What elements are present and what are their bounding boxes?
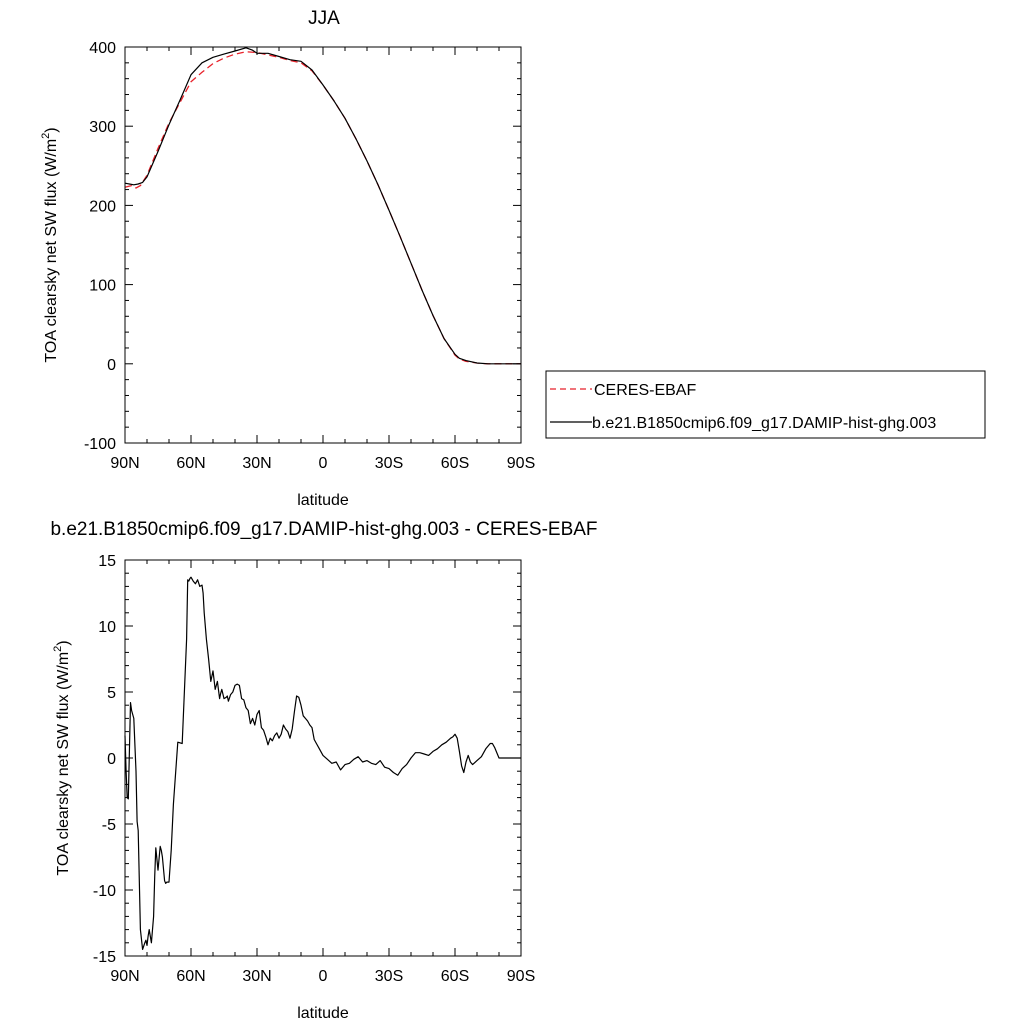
y-tick-label: 200	[89, 198, 116, 215]
bottom-panel-ylabel: TOA clearsky net SW flux (W/m2)	[52, 640, 72, 875]
legend-box	[545, 370, 986, 439]
x-tick-label: 30N	[242, 455, 271, 472]
y-tick-label: 400	[89, 40, 116, 57]
x-tick-label: 90N	[110, 455, 139, 472]
legend-label-ceres: CERES-EBAF	[594, 382, 696, 399]
top-panel-plot-lines	[124, 47, 521, 365]
bottom-panel-frame	[124, 559, 522, 957]
y-tick-label: -10	[93, 883, 116, 900]
top-panel-frame	[124, 46, 522, 444]
top-panel-series-line-0	[124, 51, 521, 365]
x-tick-label: 90S	[507, 968, 535, 985]
x-tick-label: 30N	[242, 968, 271, 985]
top-panel: JJA 90N 60N 30N 0 30S 60S 90S -100 0 100 200 300 400…	[40, 8, 535, 509]
top-panel-title: JJA	[308, 8, 340, 29]
x-tick-label: 0	[319, 968, 328, 985]
y-tick-label: 5	[107, 685, 116, 702]
x-tick-label: 30S	[375, 968, 403, 985]
legend: CERES-EBAF b.e21.B1850cmip6.f09_g17.DAMI…	[545, 370, 986, 439]
top-panel-series-line-1	[124, 47, 521, 365]
x-tick-label: 60S	[441, 455, 469, 472]
y-tick-label: 100	[89, 278, 116, 295]
x-tick-label: 90S	[507, 455, 535, 472]
bottom-panel: b.e21.B1850cmip6.f09_g17.DAMIP-hist-ghg.…	[50, 519, 597, 1022]
bottom-panel-title: b.e21.B1850cmip6.f09_g17.DAMIP-hist-ghg.…	[50, 519, 597, 540]
legend-label-model: b.e21.B1850cmip6.f09_g17.DAMIP-hist-ghg.…	[592, 415, 936, 432]
y-tick-label: 15	[98, 553, 116, 570]
y-tick-label: -15	[93, 949, 116, 966]
x-tick-label: 60N	[176, 455, 205, 472]
bottom-panel-series-line-0	[124, 576, 521, 951]
y-tick-label: 300	[89, 119, 116, 136]
x-tick-label: 30S	[375, 455, 403, 472]
y-tick-label: 10	[98, 619, 116, 636]
bottom-panel-ticks: 90N 60N 30N 0 30S 60S 90S -15 -10 -5 0 5 10 15	[93, 553, 535, 985]
y-tick-label: -5	[102, 817, 116, 834]
x-tick-label: 60N	[176, 968, 205, 985]
y-tick-label: 0	[107, 357, 116, 374]
x-tick-label: 60S	[441, 968, 469, 985]
y-tick-label: -100	[84, 436, 116, 453]
bottom-panel-xlabel: latitude	[297, 1005, 349, 1022]
top-panel-xlabel: latitude	[297, 492, 349, 509]
y-tick-label: 0	[107, 751, 116, 768]
top-panel-ylabel: TOA clearsky net SW flux (W/m2)	[40, 127, 60, 362]
bottom-panel-plot-lines	[124, 576, 521, 951]
x-tick-label: 0	[319, 455, 328, 472]
x-tick-label: 90N	[110, 968, 139, 985]
top-panel-ticks: 90N 60N 30N 0 30S 60S 90S -100 0 100 200 300 400	[84, 40, 535, 472]
